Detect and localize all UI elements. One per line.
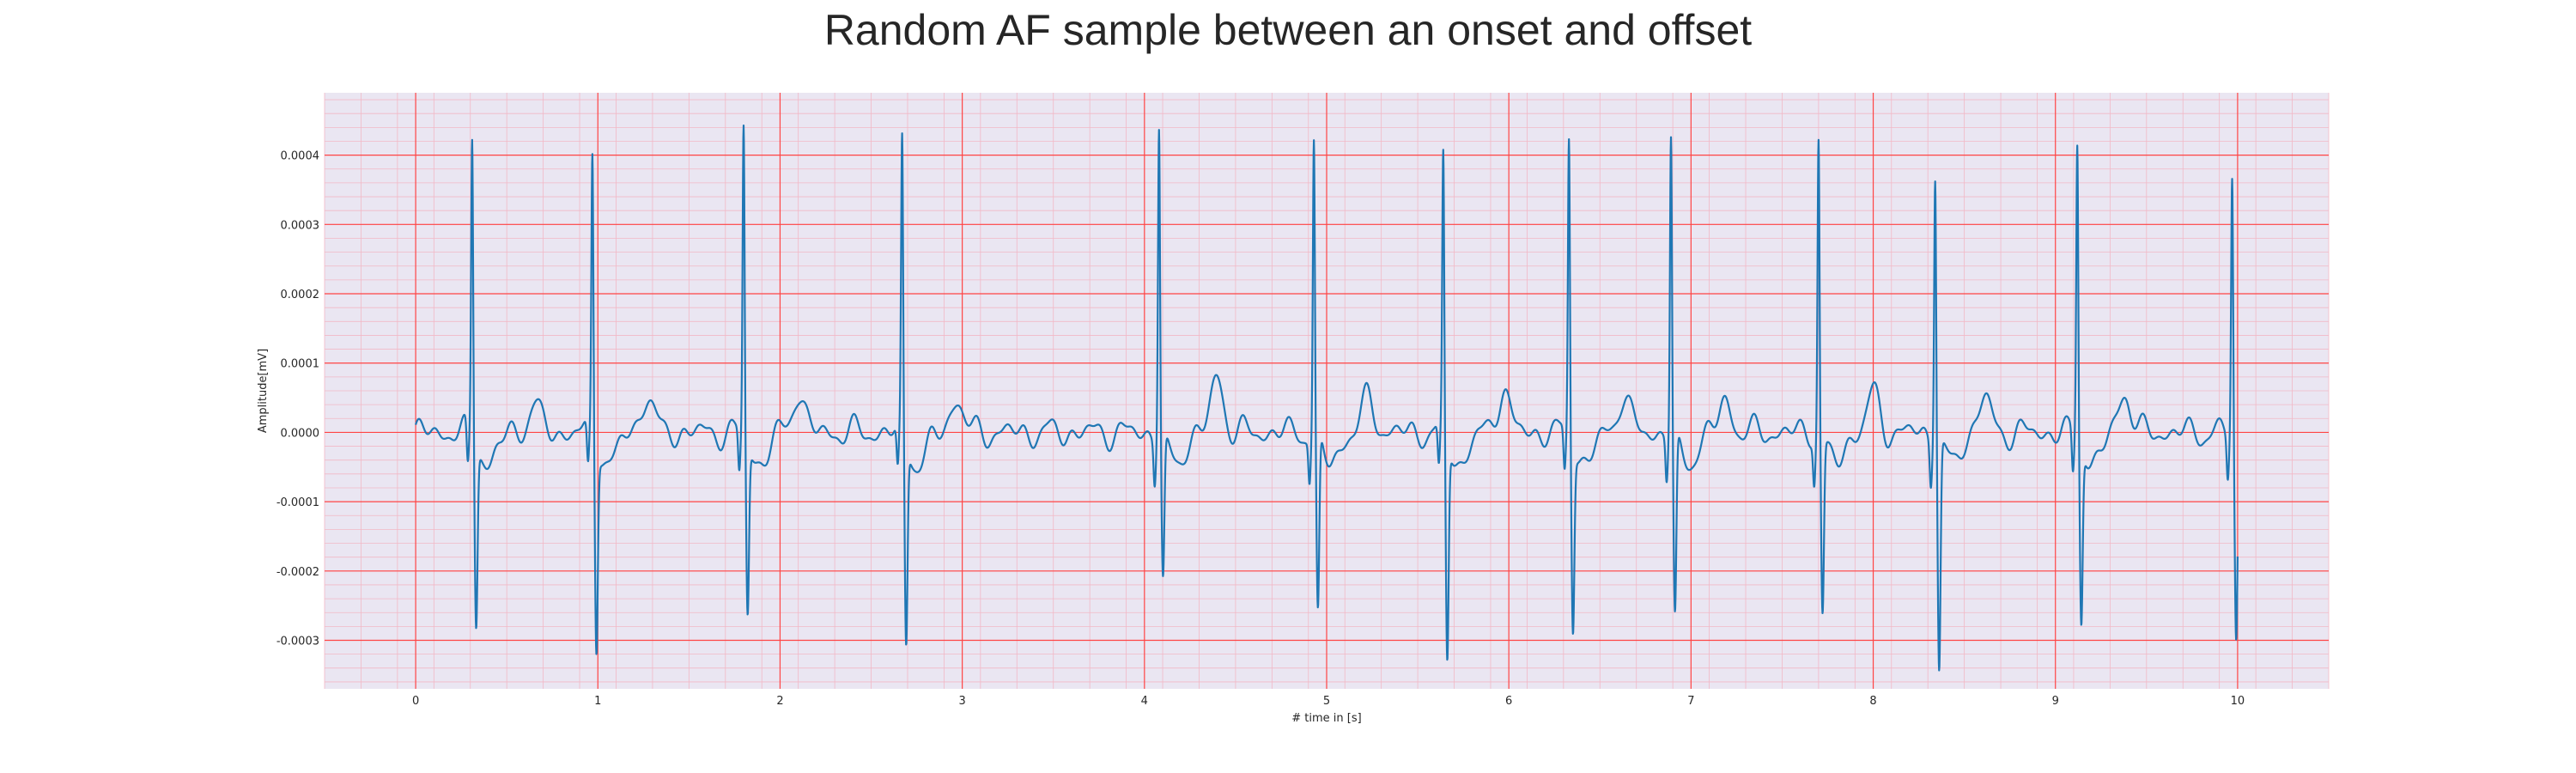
x-tick-label: 4: [1141, 695, 1148, 708]
x-tick-labels: 0 1 2 3 4 5 6 7 8 9 10: [412, 695, 2245, 708]
major-grid: [325, 93, 2329, 689]
x-tick-label: 1: [594, 695, 601, 708]
y-tick-label: -0.0003: [276, 636, 319, 648]
x-tick-label: 5: [1323, 695, 1330, 708]
x-tick-label: 3: [958, 695, 965, 708]
ecg-signal-line: [415, 124, 2239, 672]
x-axis-label: # time in [s]: [1291, 712, 1361, 725]
y-axis-label: Amplitude[mV]: [257, 349, 270, 433]
y-tick-label: 0.0000: [281, 427, 320, 440]
y-tick-label: 0.0003: [281, 219, 320, 232]
x-tick-label: 10: [2231, 695, 2245, 708]
x-tick-label: 9: [2052, 695, 2059, 708]
y-tick-label: 0.0002: [281, 289, 320, 301]
x-tick-label: 6: [1505, 695, 1512, 708]
y-tick-label: -0.0002: [276, 566, 319, 579]
y-tick-label: 0.0004: [281, 150, 320, 163]
y-tick-label: 0.0001: [281, 358, 320, 371]
x-tick-label: 2: [776, 695, 783, 708]
x-tick-label: 0: [412, 695, 419, 708]
y-tick-label: -0.0001: [276, 496, 319, 509]
y-tick-labels: -0.0003 -0.0002 -0.0001 0.0000 0.0001 0.0002 0…: [276, 150, 319, 648]
x-tick-label: 8: [1869, 695, 1876, 708]
chart-title: Random AF sample between an onset and of…: [823, 6, 1753, 54]
x-tick-label: 7: [1687, 695, 1694, 708]
